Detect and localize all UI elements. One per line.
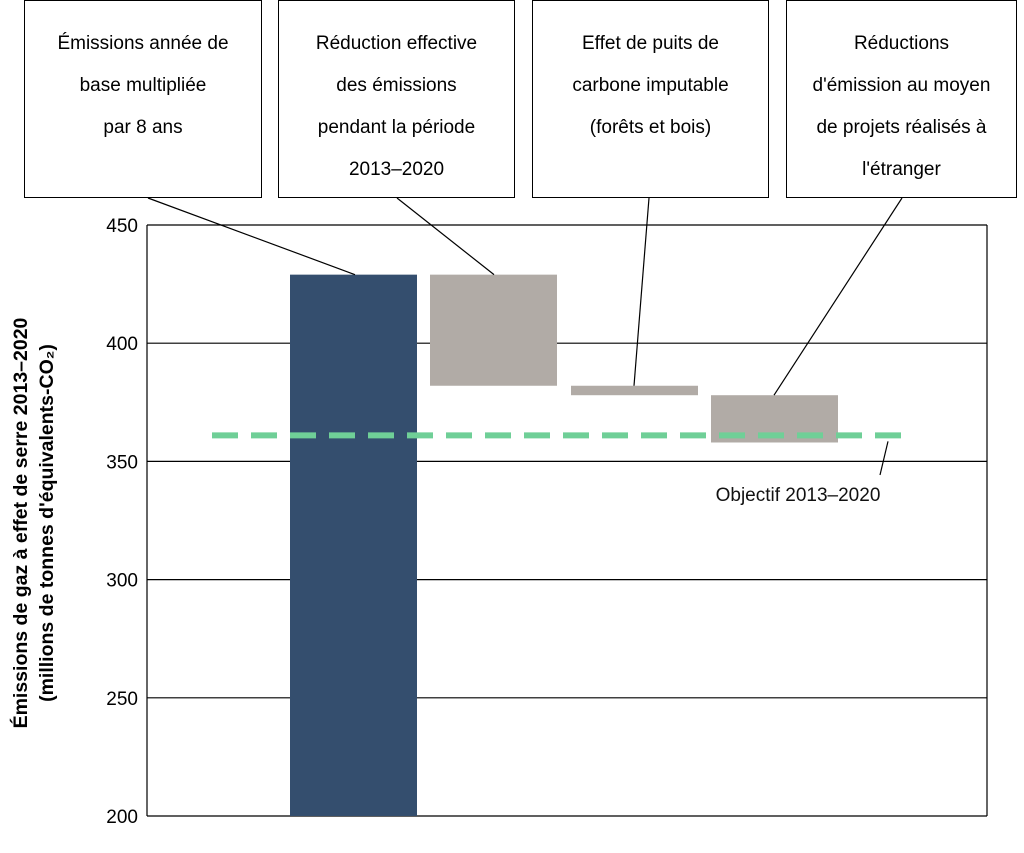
bar-2: [430, 274, 557, 386]
callout-line: des émissions: [336, 75, 457, 96]
gridlines: [146, 224, 988, 817]
callout-text-2: Réduction effective des émissions pendant …: [316, 23, 477, 191]
callout-box-1: Émissions année de base multipliée par 8 a…: [24, 0, 262, 198]
target-leader-line: [879, 441, 889, 476]
callout-leader-4: [773, 197, 903, 396]
callout-box-3: Effet de puits de carbone imputable (forêt…: [532, 0, 769, 198]
callout-leader-2: [396, 197, 495, 276]
callout-leader-3: [633, 197, 650, 386]
target-label: Objectif 2013–2020: [716, 485, 881, 506]
callout-line: 2013–2020: [348, 159, 445, 180]
callout-line: par 8 ans: [103, 117, 183, 138]
y-tick-label-250: 250: [106, 689, 138, 710]
y-axis-title: Émissions de gaz à effet de serre 2013–2…: [10, 317, 32, 729]
callout-line: de projets réalisés à: [816, 117, 987, 138]
callout-line: Réductions: [853, 33, 950, 54]
callout-line: (forêts et bois): [589, 117, 712, 138]
target-line-group: [212, 432, 905, 476]
callout-line: pendant la période: [317, 117, 476, 138]
y-axis-label: Émissions de gaz à effet de serre 2013–2…: [8, 218, 82, 828]
callout-line: l'étranger: [862, 159, 941, 180]
callout-box-2: Réduction effective des émissions pendant …: [278, 0, 515, 198]
bar-1: [290, 274, 417, 816]
callout-line: Réduction effective: [315, 33, 478, 54]
y-tick-label-400: 400: [106, 334, 138, 355]
callout-leader-lines: [147, 197, 903, 396]
y-axis-units: (millions de tonnes d'équivalents-CO₂): [36, 344, 58, 702]
callout-line: Émissions année de: [57, 33, 229, 54]
y-tick-label-200: 200: [106, 807, 138, 828]
bars: [290, 274, 838, 816]
callout-line: d'émission au moyen: [812, 75, 991, 96]
bar-3: [571, 385, 698, 396]
y-tick-labels: 200 250 300 350 400 450: [106, 216, 138, 828]
callout-line: Effet de puits de: [582, 33, 719, 54]
callout-box-4: Réductions d'émission au moyen de projets …: [786, 0, 1017, 198]
y-tick-label-300: 300: [106, 571, 138, 592]
callout-text-3: Effet de puits de carbone imputable (forêt…: [572, 23, 728, 149]
callout-leader-1: [147, 197, 356, 276]
y-tick-label-350: 350: [106, 452, 138, 473]
y-tick-label-450: 450: [106, 216, 138, 237]
callout-text-1: Émissions année de base multipliée par 8 a…: [57, 23, 228, 149]
callout-text-4: Réductions d'émission au moyen de projets …: [813, 23, 991, 191]
callout-line: carbone imputable: [572, 75, 729, 96]
callout-line: base multipliée: [79, 75, 207, 96]
